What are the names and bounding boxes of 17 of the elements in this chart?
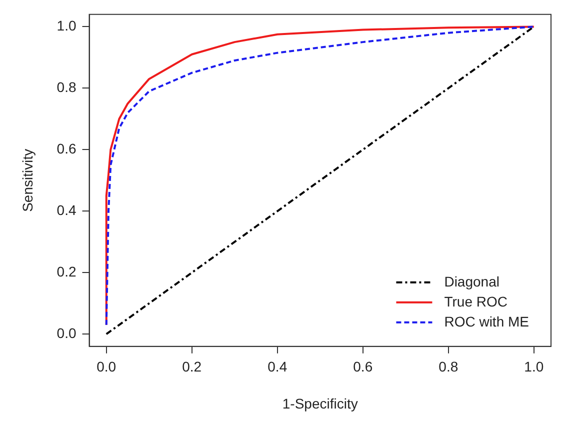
x-tick-label: 0.4	[268, 358, 288, 375]
y-tick-label: 0.6	[56, 140, 76, 157]
y-tick-label: 1.0	[56, 18, 76, 34]
x-axis-title: 1-Specificity	[282, 395, 358, 412]
y-tick-label: 0.0	[56, 324, 76, 341]
x-tick-label: 0.6	[353, 358, 373, 375]
x-tick-label: 0.0	[96, 358, 116, 375]
legend-label: True ROC	[444, 293, 508, 310]
x-tick-label: 1.0	[524, 358, 544, 375]
legend-label: Diagonal	[444, 273, 500, 290]
x-tick-label: 0.8	[438, 358, 458, 375]
y-tick-label: 0.2	[56, 263, 76, 280]
legend-label: ROC with ME	[444, 313, 530, 330]
y-axis-title: Sensitivity	[19, 148, 36, 212]
y-tick-label: 0.8	[56, 79, 76, 96]
x-tick-label: 0.2	[182, 358, 202, 375]
y-tick-label: 0.4	[56, 202, 76, 218]
